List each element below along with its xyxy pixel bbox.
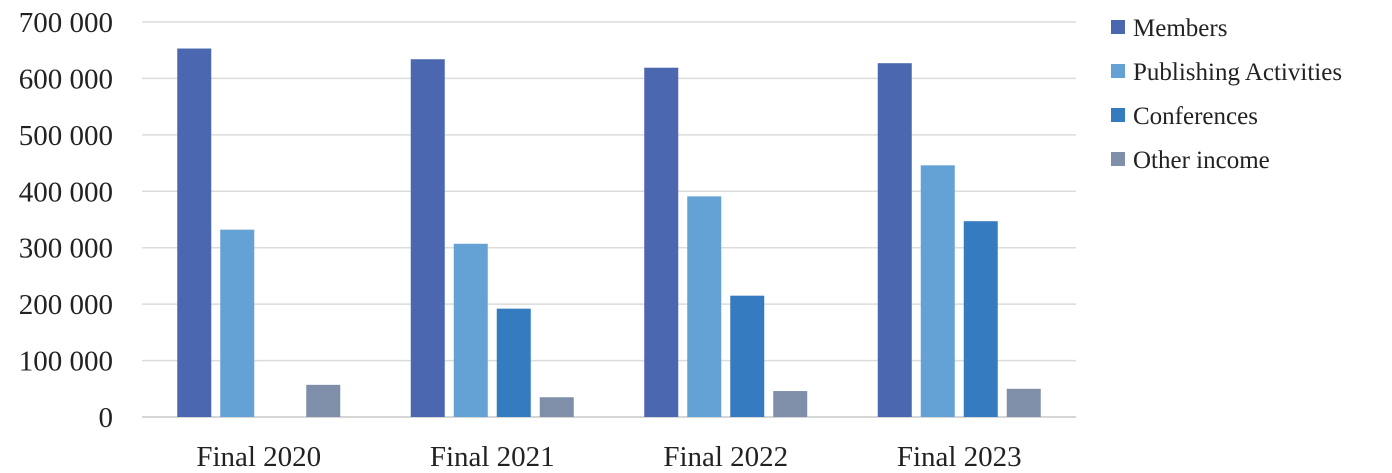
legend-swatch xyxy=(1111,20,1125,34)
y-tick-label: 100 000 xyxy=(19,346,113,378)
y-tick-label: 300 000 xyxy=(19,233,113,265)
bar-members xyxy=(877,63,912,417)
legend-label: Other income xyxy=(1133,147,1270,174)
y-tick-label: 400 000 xyxy=(19,176,113,208)
bar-other-income xyxy=(306,384,341,417)
bar-conferences xyxy=(730,295,765,417)
legend-label: Conferences xyxy=(1133,103,1258,130)
y-tick-label: 200 000 xyxy=(19,289,113,321)
bars xyxy=(177,48,1041,418)
bar-conferences xyxy=(496,308,531,417)
bar-publishing-activities xyxy=(453,243,488,417)
bar-members xyxy=(644,67,679,417)
gridlines xyxy=(142,21,1076,418)
y-tick-label: 500 000 xyxy=(19,120,113,152)
legend-label: Publishing Activities xyxy=(1133,59,1342,86)
bar-other-income xyxy=(1006,388,1041,417)
bar-other-income xyxy=(539,397,574,417)
x-tick-label: Final 2023 xyxy=(897,441,1022,473)
x-tick-label: Final 2020 xyxy=(196,441,321,473)
bar-conferences xyxy=(963,221,998,417)
bar-members xyxy=(177,48,212,418)
y-tick-label: 700 000 xyxy=(19,7,113,39)
bar-other-income xyxy=(773,391,808,417)
bar-publishing-activities xyxy=(220,229,255,417)
bar-publishing-activities xyxy=(687,196,722,417)
x-tick-label: Final 2022 xyxy=(663,441,788,473)
legend-swatch xyxy=(1111,152,1125,166)
legend: Members Publishing Activities Conferences O… xyxy=(1111,15,1342,174)
legend-swatch xyxy=(1111,108,1125,122)
y-tick-label: 600 000 xyxy=(19,63,113,95)
x-tick-label: Final 2021 xyxy=(430,441,555,473)
legend-label: Members xyxy=(1133,15,1227,42)
legend-swatch xyxy=(1111,64,1125,78)
bar-publishing-activities xyxy=(920,165,955,417)
axes: 0 100 000 200 000 300 000 400 000 500 000 600 … xyxy=(19,7,1022,473)
bar-members xyxy=(410,59,445,417)
y-tick-label: 0 xyxy=(99,402,114,434)
